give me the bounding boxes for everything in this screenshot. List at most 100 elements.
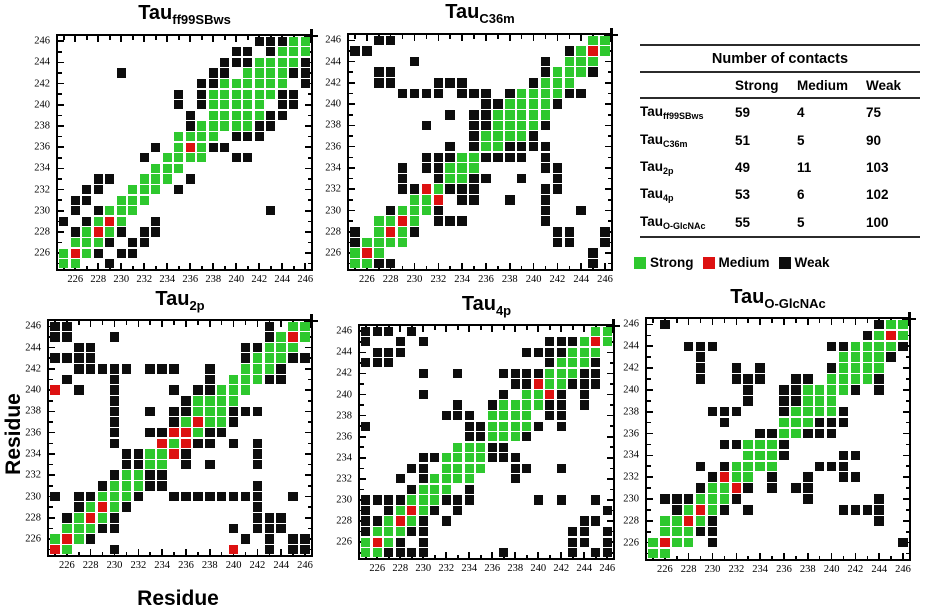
contact-cell (372, 326, 382, 336)
contact-cell (602, 548, 612, 558)
axis-tick (647, 334, 651, 337)
contact-cell (397, 88, 408, 99)
axis-tick (485, 35, 487, 41)
contact-cell (874, 363, 884, 373)
contact-cell (421, 205, 432, 216)
y-tick-label: 238 (325, 119, 341, 131)
contact-cell (252, 406, 263, 417)
contact-cell (886, 341, 896, 352)
contact-cell (791, 417, 801, 428)
contact-cell (139, 195, 149, 205)
contact-cell (602, 505, 612, 516)
axis-tick (307, 93, 311, 96)
axis-tick (223, 265, 226, 269)
contact-cell (231, 47, 241, 57)
axis-tick (605, 60, 611, 63)
x-tick-label: 226 (67, 274, 84, 285)
contact-cell (157, 427, 167, 438)
contact-cell (445, 78, 455, 88)
y-tick-label: 246 (325, 34, 341, 46)
legend-item: Medium (702, 255, 770, 270)
contact-cell (516, 120, 527, 131)
y-tick-label: 234 (325, 162, 341, 174)
axis-tick (305, 516, 311, 519)
contact-cell (874, 341, 884, 352)
contact-cell (591, 516, 601, 526)
contact-cell (252, 374, 263, 385)
contact-cell (276, 513, 286, 523)
contact-cell (767, 483, 777, 493)
contact-cell (564, 78, 575, 88)
contact-cell (181, 396, 191, 406)
contact-cell (407, 326, 417, 336)
contact-cell (197, 79, 207, 89)
axis-tick (269, 265, 272, 269)
axis-tick (783, 319, 785, 325)
axis-tick (307, 178, 311, 180)
axis-tick (49, 516, 55, 519)
y-tick-label: 238 (336, 410, 352, 422)
axis-tick (360, 478, 366, 480)
contact-cell (469, 173, 479, 184)
contact-cell (540, 163, 551, 173)
contact-cell (826, 417, 837, 428)
contact-cell (205, 491, 215, 502)
axis-tick (647, 520, 653, 522)
contact-cell (481, 110, 491, 120)
contact-cell (464, 484, 474, 495)
contact-cell (510, 379, 520, 389)
contact-cell (205, 374, 215, 385)
contact-cell (216, 491, 227, 502)
axis-tick (49, 368, 55, 370)
contact-cell (540, 205, 551, 216)
axis-tick (605, 188, 611, 191)
contact-cell (743, 505, 753, 515)
contact-cell (660, 494, 670, 504)
contact-cell (695, 494, 706, 504)
contact-cell (445, 173, 455, 184)
contact-strength-legend: Strong Medium Weak (634, 255, 830, 270)
axis-tick (307, 241, 311, 244)
axis-tick (514, 326, 517, 332)
contact-cell (564, 237, 575, 248)
legend-item: Strong (634, 255, 694, 270)
contact-cell (457, 173, 467, 184)
contact-cell (476, 442, 486, 452)
axis-tick (485, 263, 487, 269)
x-tick-label: 234 (154, 560, 170, 571)
contact-cell (82, 248, 92, 258)
axis-tick (903, 520, 909, 522)
contact-cell (300, 68, 310, 78)
contact-cell (128, 184, 138, 195)
contact-cell (193, 396, 203, 406)
contact-cell (564, 88, 575, 99)
axis-tick (305, 231, 311, 233)
contact-cell (545, 389, 555, 400)
axis-tick (532, 35, 535, 41)
contact-cell (779, 385, 789, 395)
contact-cell (289, 47, 299, 57)
axis-tick (568, 35, 571, 39)
contact-cell (719, 439, 730, 450)
axis-tick (497, 35, 499, 39)
axis-tick (520, 265, 523, 269)
contact-cell (464, 432, 474, 442)
contact-cell (109, 438, 120, 449)
contact-cell (556, 368, 566, 379)
contact-cell (266, 57, 276, 68)
contact-cell (395, 548, 405, 558)
contact-cell (672, 505, 682, 515)
contact-cell (384, 537, 394, 547)
axis-tick (58, 231, 64, 233)
y-tick-label: 234 (34, 162, 50, 174)
contact-cell (70, 206, 80, 216)
x-tick-label: 240 (530, 563, 547, 574)
table-title: Number of contacts (711, 51, 849, 67)
axis-tick (101, 551, 104, 555)
contact-cell (476, 421, 486, 431)
contact-cell (767, 428, 777, 439)
contact-cell (791, 428, 801, 439)
axis-tick (647, 378, 651, 380)
axis-tick (647, 432, 653, 435)
contact-cell (266, 68, 276, 78)
